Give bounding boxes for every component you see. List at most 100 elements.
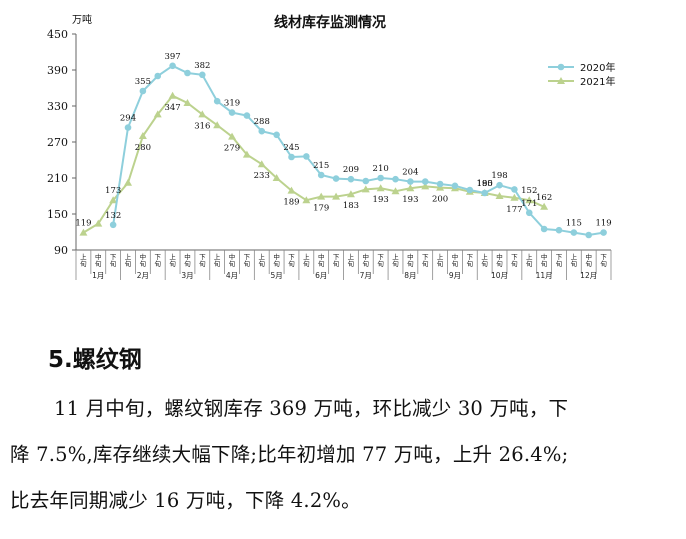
x-tick-label: 中 (229, 252, 236, 261)
series-2021-point (138, 132, 147, 139)
series-2021-point (510, 193, 519, 201)
series-2020-point (585, 231, 593, 239)
x-tick-label: 上 (303, 252, 310, 261)
series-2021-point (406, 184, 415, 192)
series-2021-point (421, 182, 430, 190)
x-tick-label: 旬 (556, 259, 563, 268)
legend-2021-marker (557, 77, 565, 84)
x-tick-label: 下 (244, 253, 251, 261)
x-tick-label: 下 (154, 253, 161, 261)
series-2021-point (495, 192, 504, 199)
x-tick-label: 下 (288, 253, 295, 261)
x-tick-label: 旬 (154, 259, 161, 268)
series-2020-point (451, 182, 459, 190)
x-tick-label: 旬 (318, 259, 325, 268)
x-tick-label: 中 (585, 252, 592, 261)
x-tick-label: 中 (318, 252, 325, 261)
series-2020-point (511, 186, 518, 193)
data-label-2021: 183 (343, 201, 359, 211)
data-label-2021: 279 (224, 144, 240, 154)
x-tick-label: 旬 (392, 259, 399, 268)
series-2021-point (124, 178, 133, 186)
x-tick-label: 下 (511, 253, 518, 261)
paragraph-line-1: 11 月中旬，螺纹钢库存 369 万吨，环比减少 30 万吨，下 (54, 397, 569, 420)
series-2020-point (139, 87, 147, 95)
data-label-2020: 397 (164, 52, 180, 62)
data-label-2021: 316 (194, 121, 210, 131)
x-tick-label: 上 (259, 252, 266, 261)
x-tick-label: 旬 (199, 259, 206, 268)
x-tick-label: 下 (556, 253, 563, 261)
x-tick-label: 上 (348, 252, 355, 261)
data-label-2020: 171 (521, 199, 537, 209)
x-tick-label: 旬 (169, 259, 176, 268)
month-label: 8月 (404, 271, 416, 280)
x-tick-label: 中 (407, 252, 414, 261)
data-label-2020: 288 (254, 117, 270, 127)
x-tick-label: 下 (333, 253, 340, 261)
data-label-2021: 173 (105, 186, 121, 196)
series-2021-point (242, 150, 251, 158)
x-tick-label: 上 (169, 252, 176, 261)
data-label-2020: 198 (491, 171, 507, 181)
data-label-2021: 347 (164, 103, 180, 113)
data-label-2020: 215 (313, 161, 329, 171)
x-tick-label: 旬 (80, 259, 87, 268)
series-2020-point (540, 225, 548, 233)
series-2020-point (600, 229, 607, 236)
data-label-2021: 162 (536, 193, 552, 203)
series-2020-point (570, 229, 578, 236)
series-2020-point (421, 178, 429, 185)
month-label: 2月 (137, 271, 149, 280)
data-label-2020: 119 (595, 219, 611, 229)
x-tick-label: 中 (541, 252, 548, 261)
series-2020-point (258, 127, 266, 135)
month-label: 4月 (226, 271, 238, 280)
inventory-line-chart: 线材库存监测情况 万吨 90 150 210 270 330 390 450 上旬中旬下旬上旬… (47, 13, 615, 280)
series-2021-point (183, 99, 192, 106)
data-label-2021: 280 (135, 143, 151, 153)
month-label: 5月 (270, 271, 282, 280)
data-label-2021: 193 (402, 195, 418, 205)
series-2020 (109, 62, 607, 239)
series-2020-point (377, 174, 384, 182)
data-label-2021: 200 (432, 195, 448, 205)
report-paragraph: 11 月中旬，螺纹钢库存 369 万吨，环比减少 30 万吨，下 降 7.5%,… (10, 386, 676, 524)
series-2020-point (466, 186, 474, 194)
month-label: 3月 (181, 271, 193, 280)
legend-2020-marker (557, 63, 565, 71)
series-2020-point (169, 62, 176, 70)
data-label-2021: 193 (373, 195, 389, 205)
series-2020-point (347, 175, 355, 183)
y-tick-label: 90 (54, 244, 68, 257)
x-tick-label: 旬 (303, 259, 310, 268)
series-2020-point (392, 175, 399, 183)
x-tick-label: 中 (273, 252, 280, 261)
x-tick-label: 下 (199, 253, 206, 261)
y-axis-unit-label: 万吨 (72, 13, 92, 26)
data-label-2021: 233 (254, 171, 270, 181)
x-tick-label: 上 (437, 252, 444, 261)
x-tick-label: 上 (214, 252, 221, 261)
series-2021-point (376, 184, 385, 192)
y-tick-label: 330 (47, 100, 68, 113)
series-2021-point (332, 192, 341, 200)
x-tick-label: 旬 (541, 259, 548, 268)
x-tick-label: 旬 (452, 259, 459, 268)
data-label-2020: 355 (135, 77, 151, 87)
data-label-2020: 319 (224, 99, 240, 109)
series-2021-point (257, 160, 266, 168)
series-2020-point (243, 112, 251, 119)
series-2021-point (540, 202, 549, 210)
series-2020-point (332, 175, 340, 182)
y-tick-label: 270 (47, 136, 68, 149)
x-tick-label: 中 (140, 252, 147, 261)
x-tick-label: 旬 (229, 259, 236, 268)
data-label-2021: 179 (313, 204, 329, 214)
series-2020-point (109, 221, 117, 229)
series-2021-point (317, 192, 326, 200)
x-tick-label: 中 (452, 252, 459, 261)
y-tick-label: 210 (47, 172, 68, 185)
chart-axes: 90150210270330390450上旬中旬下旬上旬中旬下旬上旬中旬下旬上旬… (47, 28, 612, 280)
series-2020-point (228, 109, 236, 116)
